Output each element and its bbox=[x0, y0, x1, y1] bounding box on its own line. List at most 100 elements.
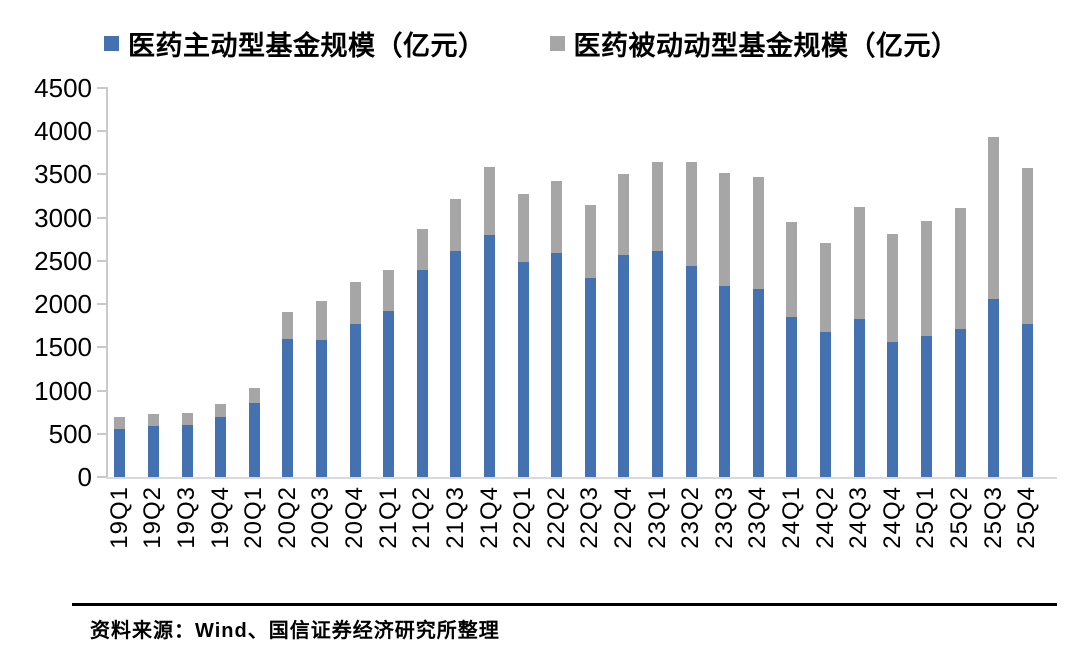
bar-25Q1 bbox=[920, 221, 932, 477]
bar-20Q2 bbox=[282, 312, 294, 477]
bar-segment-passive bbox=[416, 228, 428, 271]
x-axis-label: 24Q1 bbox=[777, 486, 805, 549]
y-axis-label: 4000 bbox=[34, 116, 92, 147]
bar-segment-active bbox=[450, 251, 462, 477]
x-axis-label: 20Q1 bbox=[240, 486, 268, 549]
y-axis-label: 3000 bbox=[34, 202, 92, 233]
x-axis-label: 24Q3 bbox=[845, 486, 873, 549]
x-label-slot: 22Q4 bbox=[607, 486, 641, 578]
bar-slot bbox=[809, 88, 843, 477]
bar-segment-passive bbox=[551, 181, 563, 254]
bar-segment-passive bbox=[853, 207, 865, 319]
bar-segment-active bbox=[215, 417, 227, 477]
bar-segment-passive bbox=[349, 282, 361, 324]
y-axis-tick bbox=[97, 432, 106, 435]
bar-slot bbox=[439, 88, 473, 477]
bar-segment-passive bbox=[920, 221, 932, 337]
x-axis-label: 19Q1 bbox=[105, 486, 133, 549]
bar-23Q3 bbox=[719, 172, 731, 477]
x-axis-label: 21Q3 bbox=[441, 486, 469, 549]
bar-slot bbox=[540, 88, 574, 477]
x-axis-label: 25Q1 bbox=[912, 486, 940, 549]
y-axis-tick bbox=[97, 389, 106, 392]
bar-slot bbox=[574, 88, 608, 477]
bar-segment-active bbox=[147, 426, 159, 477]
y-axis-label: 2000 bbox=[34, 289, 92, 320]
legend-item-passive: 医药被动动型基金规模（亿元） bbox=[549, 24, 959, 63]
bar-19Q3 bbox=[181, 413, 193, 477]
x-axis-labels: 19Q1 19Q2 19Q3 19Q4 20Q1 20Q2 20Q3 20Q4 21Q1 21Q2… bbox=[103, 486, 1044, 578]
bar-21Q2 bbox=[416, 228, 428, 477]
bar-segment-passive bbox=[215, 404, 227, 418]
bar-21Q1 bbox=[383, 270, 395, 477]
bar-slot bbox=[137, 88, 171, 477]
bar-slot bbox=[910, 88, 944, 477]
x-label-slot: 23Q2 bbox=[674, 486, 708, 578]
bar-segment-active bbox=[853, 318, 865, 477]
bar-segment-passive bbox=[887, 234, 899, 343]
bar-24Q3 bbox=[853, 207, 865, 477]
y-axis-label: 500 bbox=[48, 418, 92, 449]
bar-segment-passive bbox=[719, 172, 731, 286]
bar-22Q2 bbox=[551, 181, 563, 477]
chart-legend: 医药主动型基金规模（亿元） 医药被动动型基金规模（亿元） bbox=[104, 24, 959, 63]
bar-segment-passive bbox=[954, 208, 966, 330]
x-label-slot: 24Q1 bbox=[775, 486, 809, 578]
bar-segment-active bbox=[181, 425, 193, 477]
bar-20Q1 bbox=[248, 388, 260, 477]
bar-slot bbox=[1010, 88, 1044, 477]
bar-22Q3 bbox=[584, 204, 596, 477]
bar-segment-active bbox=[887, 342, 899, 477]
bar-23Q4 bbox=[752, 177, 764, 477]
bar-segment-passive bbox=[147, 414, 159, 427]
bar-segment-active bbox=[820, 331, 832, 477]
bar-19Q2 bbox=[147, 414, 159, 477]
x-axis-label: 22Q2 bbox=[542, 486, 570, 549]
bar-segment-active bbox=[248, 403, 260, 477]
x-label-slot: 24Q4 bbox=[876, 486, 910, 578]
bar-segment-active bbox=[584, 278, 596, 477]
bar-segment-passive bbox=[752, 177, 764, 290]
x-label-slot: 23Q1 bbox=[641, 486, 675, 578]
bar-slot bbox=[305, 88, 339, 477]
bar-slot bbox=[170, 88, 204, 477]
bar-slot bbox=[405, 88, 439, 477]
source-text: 资料来源：Wind、国信证券经济研究所整理 bbox=[90, 620, 500, 642]
bar-22Q4 bbox=[618, 173, 630, 477]
bars bbox=[103, 88, 1044, 477]
x-label-slot: 19Q3 bbox=[170, 486, 204, 578]
bar-slot bbox=[842, 88, 876, 477]
x-axis-label: 24Q2 bbox=[811, 486, 839, 549]
bar-segment-passive bbox=[1021, 167, 1033, 324]
bar-slot bbox=[372, 88, 406, 477]
bar-segment-passive bbox=[618, 173, 630, 255]
y-axis-label: 2500 bbox=[34, 245, 92, 276]
x-label-slot: 23Q3 bbox=[708, 486, 742, 578]
x-label-slot: 22Q3 bbox=[574, 486, 608, 578]
bar-19Q1 bbox=[114, 417, 126, 477]
x-axis-label: 20Q3 bbox=[307, 486, 335, 549]
x-label-slot: 21Q3 bbox=[439, 486, 473, 578]
x-axis-label: 25Q3 bbox=[979, 486, 1007, 549]
x-axis-label: 23Q4 bbox=[744, 486, 772, 549]
source-separator-line bbox=[72, 603, 1057, 606]
bar-segment-passive bbox=[248, 388, 260, 404]
bar-slot bbox=[271, 88, 305, 477]
bar-segment-passive bbox=[315, 300, 327, 341]
bar-segment-active bbox=[652, 250, 664, 477]
bar-segment-passive bbox=[114, 417, 126, 429]
bar-segment-active bbox=[1021, 324, 1033, 477]
bar-24Q1 bbox=[786, 222, 798, 477]
bar-slot bbox=[641, 88, 675, 477]
bar-slot bbox=[674, 88, 708, 477]
x-axis-label: 19Q4 bbox=[206, 486, 234, 549]
bar-segment-active bbox=[752, 289, 764, 477]
bar-segment-passive bbox=[181, 413, 193, 426]
x-label-slot: 20Q3 bbox=[305, 486, 339, 578]
legend-label-passive: 医药被动动型基金规模（亿元） bbox=[573, 31, 959, 61]
y-axis-tick bbox=[97, 87, 106, 89]
bar-segment-active bbox=[315, 340, 327, 477]
x-label-slot: 21Q4 bbox=[473, 486, 507, 578]
bar-segment-active bbox=[786, 317, 798, 477]
